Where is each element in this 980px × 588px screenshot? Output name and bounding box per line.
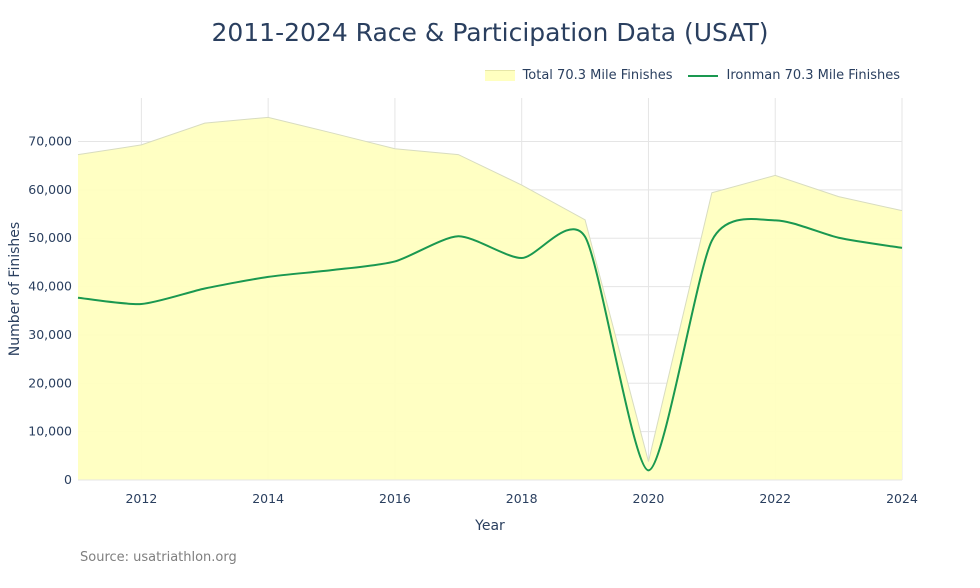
y-tick-label: 70,000 <box>28 134 72 149</box>
legend-item-ironman[interactable]: Ironman 70.3 Mile Finishes <box>688 68 900 83</box>
area-total-finishes <box>78 117 902 481</box>
x-tick-label: 2024 <box>886 491 918 506</box>
y-tick-label: 10,000 <box>28 424 72 439</box>
legend-swatch-ironman <box>688 74 719 77</box>
y-tick-label: 30,000 <box>28 327 72 342</box>
legend-swatch-total <box>484 70 515 81</box>
x-tick-label: 2020 <box>633 491 665 506</box>
y-tick-label: 60,000 <box>28 182 72 197</box>
source-note: Source: usatriathlon.org <box>80 550 237 565</box>
legend-label-ironman: Ironman 70.3 Mile Finishes <box>726 68 900 83</box>
x-tick-label: 2016 <box>379 491 411 506</box>
series-layer <box>77 116 903 481</box>
y-axis-title: Number of Finishes <box>7 222 23 356</box>
chart-title: 2011-2024 Race & Participation Data (USA… <box>211 18 769 47</box>
legend-item-total[interactable]: Total 70.3 Mile Finishes <box>484 68 673 83</box>
legend-label-total: Total 70.3 Mile Finishes <box>522 68 673 83</box>
legend: Total 70.3 Mile Finishes Ironman 70.3 Mi… <box>484 68 900 83</box>
y-tick-label: 50,000 <box>28 230 72 245</box>
x-tick-label: 2014 <box>252 491 284 506</box>
x-axis-title: Year <box>474 518 505 534</box>
y-tick-label: 0 <box>64 472 72 487</box>
x-tick-label: 2022 <box>759 491 791 506</box>
axis-layer: 0 10,000 20,000 30,000 40,000 50,000 60,000 70,… <box>7 134 918 534</box>
area-total-outline <box>77 116 903 462</box>
line-ironman-finishes <box>77 217 903 472</box>
x-tick-label: 2012 <box>125 491 157 506</box>
y-tick-label: 20,000 <box>28 375 72 390</box>
x-tick-label: 2018 <box>506 491 538 506</box>
y-tick-label: 40,000 <box>28 279 72 294</box>
